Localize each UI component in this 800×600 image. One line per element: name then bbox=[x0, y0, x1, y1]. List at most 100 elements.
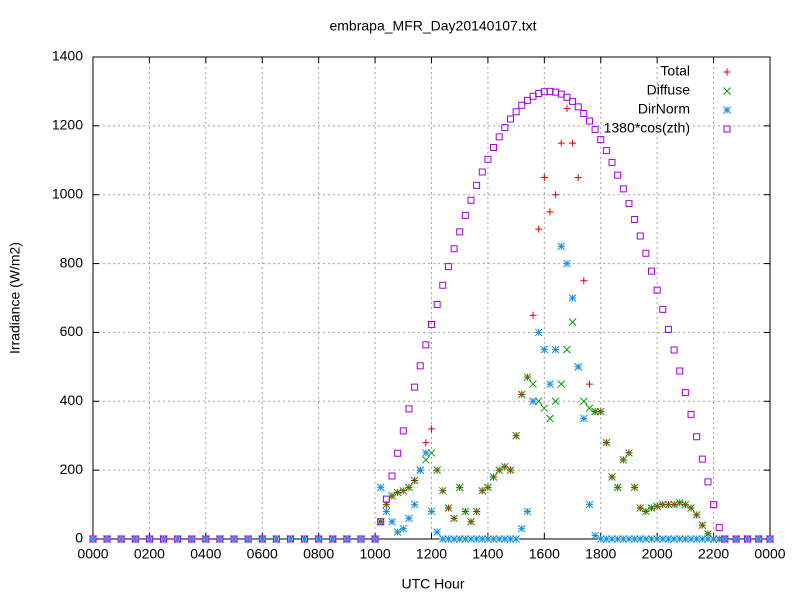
data-point bbox=[580, 277, 588, 285]
data-point bbox=[585, 117, 593, 125]
data-point bbox=[456, 228, 464, 236]
data-point bbox=[393, 488, 402, 497]
data-point bbox=[315, 535, 323, 543]
data-point bbox=[422, 455, 430, 464]
y-axis-label: Irradiance (W/m2) bbox=[7, 242, 23, 354]
data-point bbox=[455, 535, 464, 543]
data-point bbox=[574, 363, 583, 371]
data-point bbox=[614, 171, 622, 179]
data-point bbox=[766, 535, 774, 543]
data-point bbox=[596, 407, 605, 416]
data-point bbox=[579, 414, 588, 423]
data-point bbox=[675, 535, 684, 543]
y-tick-label: 1200 bbox=[52, 117, 83, 133]
x-tick-label: 0400 bbox=[190, 546, 221, 562]
data-point bbox=[314, 535, 323, 543]
data-point bbox=[376, 517, 385, 526]
data-point bbox=[450, 245, 458, 253]
data-point bbox=[394, 449, 402, 457]
data-point bbox=[698, 455, 706, 463]
legend-label: Diffuse bbox=[647, 82, 691, 98]
legend-label: DirNorm bbox=[638, 101, 690, 117]
data-point bbox=[529, 92, 537, 100]
data-point bbox=[613, 535, 622, 543]
data-point bbox=[467, 535, 475, 543]
data-point bbox=[579, 397, 588, 406]
data-point bbox=[743, 535, 751, 543]
data-point bbox=[569, 97, 577, 105]
data-point bbox=[625, 200, 633, 208]
data-point bbox=[382, 495, 390, 503]
data-point bbox=[89, 535, 97, 543]
data-point bbox=[439, 281, 447, 289]
data-point bbox=[450, 514, 458, 523]
data-point bbox=[647, 504, 656, 512]
data-point bbox=[743, 535, 752, 543]
data-point bbox=[473, 181, 481, 189]
data-point bbox=[495, 466, 504, 474]
data-point bbox=[551, 345, 560, 354]
data-point bbox=[371, 535, 379, 543]
data-point bbox=[388, 472, 396, 480]
data-point bbox=[552, 88, 560, 96]
data-point bbox=[517, 524, 526, 533]
data-point bbox=[343, 535, 351, 543]
data-point bbox=[608, 535, 616, 543]
data-point bbox=[286, 535, 295, 543]
data-point bbox=[608, 158, 616, 166]
x-axis-label: UTC Hour bbox=[401, 576, 464, 592]
data-point bbox=[591, 531, 599, 540]
y-tick-label: 600 bbox=[60, 323, 84, 339]
data-point bbox=[529, 397, 537, 406]
data-point bbox=[534, 328, 543, 337]
legend-marker bbox=[723, 68, 731, 76]
data-point bbox=[328, 535, 337, 543]
data-point bbox=[174, 535, 182, 543]
data-point bbox=[658, 500, 667, 509]
data-point bbox=[478, 535, 487, 543]
data-point bbox=[658, 535, 667, 543]
data-point bbox=[512, 108, 520, 116]
y-tick-label: 1000 bbox=[52, 185, 83, 201]
data-point bbox=[216, 535, 224, 543]
data-point bbox=[286, 535, 294, 543]
data-point bbox=[455, 483, 464, 492]
data-point bbox=[489, 535, 498, 543]
x-tick-label: 2000 bbox=[642, 546, 673, 562]
data-point bbox=[512, 431, 520, 440]
data-point bbox=[438, 486, 447, 495]
data-point bbox=[636, 232, 644, 240]
data-point bbox=[613, 483, 622, 492]
data-point bbox=[422, 439, 430, 447]
y-tick-label: 200 bbox=[60, 461, 84, 477]
data-point bbox=[343, 535, 351, 543]
data-point bbox=[518, 101, 526, 109]
data-point bbox=[698, 535, 707, 543]
data-point bbox=[103, 535, 111, 543]
data-point bbox=[715, 524, 723, 532]
data-point bbox=[89, 535, 97, 543]
x-tick-label: 0800 bbox=[303, 546, 334, 562]
data-point bbox=[433, 301, 441, 309]
data-point bbox=[523, 96, 531, 104]
data-point bbox=[675, 498, 684, 507]
x-tick-label: 2200 bbox=[698, 546, 729, 562]
data-point bbox=[450, 535, 458, 543]
data-point bbox=[721, 535, 729, 543]
data-point bbox=[568, 294, 577, 302]
data-point bbox=[681, 500, 690, 509]
data-point bbox=[467, 196, 475, 204]
data-point bbox=[715, 535, 724, 543]
data-point bbox=[563, 259, 571, 268]
x-tick-label: 1400 bbox=[472, 546, 503, 562]
data-point bbox=[591, 126, 599, 134]
data-point bbox=[569, 139, 577, 147]
data-point bbox=[357, 535, 365, 543]
data-point bbox=[692, 535, 701, 543]
data-point bbox=[160, 535, 168, 543]
data-point bbox=[630, 535, 639, 543]
data-point bbox=[710, 501, 718, 509]
data-point bbox=[201, 535, 210, 543]
data-point bbox=[244, 535, 252, 543]
data-point bbox=[676, 367, 684, 375]
